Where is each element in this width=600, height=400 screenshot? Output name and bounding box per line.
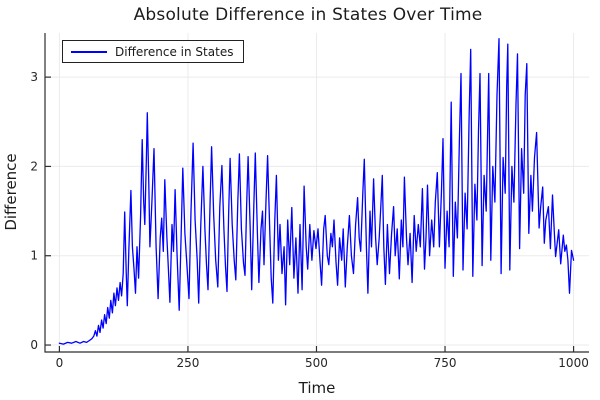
y-axis-label: Difference (2, 153, 20, 231)
x-axis-label: Time (298, 379, 336, 397)
difference-series-line (58, 38, 575, 345)
y-tick-label: 0 (30, 338, 38, 352)
chart-title: Absolute Difference in States Over Time (133, 5, 483, 25)
y-tick-label: 2 (30, 159, 38, 173)
x-tick-label: 250 (176, 356, 199, 370)
x-tick-label: 0 (56, 356, 64, 370)
y-tick-label: 3 (30, 70, 38, 84)
x-tick-label: 500 (305, 356, 328, 370)
legend: Difference in States (62, 40, 245, 63)
y-tick-label: 1 (30, 249, 38, 263)
x-tick-label: 750 (434, 356, 457, 370)
legend-line-swatch (71, 50, 107, 53)
axis-spines (44, 33, 589, 353)
legend-label: Difference in States (115, 44, 234, 59)
x-tick-label: 1000 (558, 356, 589, 370)
